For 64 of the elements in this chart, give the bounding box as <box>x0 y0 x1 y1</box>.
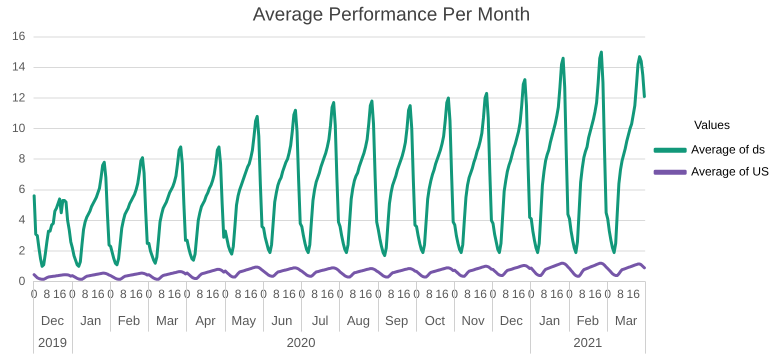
text: Dec <box>500 313 524 328</box>
x-tick-label: 16 <box>244 287 258 302</box>
x-tick-label: 8 <box>272 287 280 302</box>
legend-label: Average of ds <box>691 142 766 157</box>
x-tick-label: 8 <box>44 287 51 302</box>
x-tick-label: 16 <box>168 287 182 302</box>
text: Sep <box>385 313 408 328</box>
x-tick-label: 8 <box>234 287 242 302</box>
x-tick-label: 16 <box>52 287 67 302</box>
x-tick-label: 8 <box>349 287 356 302</box>
x-tick-label: 16 <box>474 287 488 302</box>
legend-title: Values <box>694 118 730 132</box>
x-tick-label: 16 <box>320 287 334 302</box>
text: Feb <box>118 313 140 328</box>
text: May <box>231 313 256 328</box>
text: 2019 <box>38 335 67 350</box>
x-tick-label: 8 <box>311 287 318 302</box>
text: Mar <box>156 313 180 328</box>
text: Oct <box>424 313 446 328</box>
x-tick-label: 16 <box>512 287 526 302</box>
x-tick-label: 16 <box>397 287 411 302</box>
y-tick-label: 0 <box>18 274 26 288</box>
text: 2021 <box>573 335 602 350</box>
legend-label: Average of US <box>691 164 770 179</box>
x-tick-label: 8 <box>426 287 433 302</box>
y-tick-label: 16 <box>12 29 26 44</box>
text: Apr <box>195 313 216 328</box>
x-tick-label: 8 <box>196 287 204 302</box>
x-tick-label: 16 <box>282 287 296 302</box>
x-tick-label: 8 <box>158 287 166 302</box>
x-tick-label: 16 <box>588 287 602 302</box>
y-tick-label: 12 <box>12 90 26 104</box>
x-tick-label: 16 <box>129 287 144 302</box>
text: Nov <box>462 313 486 328</box>
x-tick-label: 16 <box>206 287 220 302</box>
x-tick-label: 8 <box>617 287 624 302</box>
x-tick-label: 16 <box>358 287 373 302</box>
x-tick-label: 8 <box>120 287 128 302</box>
x-tick-label: 8 <box>464 287 472 302</box>
text: 2020 <box>286 335 316 350</box>
x-tick-label: 8 <box>540 287 548 302</box>
y-tick-label: 6 <box>18 182 26 196</box>
x-tick-label: 8 <box>82 287 89 302</box>
x-tick-label: 16 <box>550 287 564 302</box>
x-tick-label: 16 <box>91 287 105 302</box>
x-tick-label: 16 <box>435 287 450 302</box>
x-tick-label: 8 <box>502 287 510 302</box>
x-tick-label: 8 <box>578 287 586 302</box>
text: Aug <box>346 313 370 328</box>
text: Mar <box>614 313 638 328</box>
text: Jun <box>271 313 292 328</box>
y-tick-label: 2 <box>18 243 26 258</box>
y-tick-label: 10 <box>12 120 26 135</box>
x-tick-label: 8 <box>388 287 395 302</box>
y-tick-label: 4 <box>18 212 26 227</box>
text: Feb <box>576 313 600 328</box>
text: Jul <box>312 313 329 328</box>
text: Jan <box>80 313 102 328</box>
text: Jan <box>539 313 560 328</box>
text: Dec <box>40 313 65 328</box>
y-tick-label: 14 <box>12 60 26 74</box>
x-tick-label: 16 <box>626 287 640 302</box>
y-tick-label: 8 <box>18 152 26 166</box>
chart-title: Average Performance Per Month <box>252 4 530 26</box>
